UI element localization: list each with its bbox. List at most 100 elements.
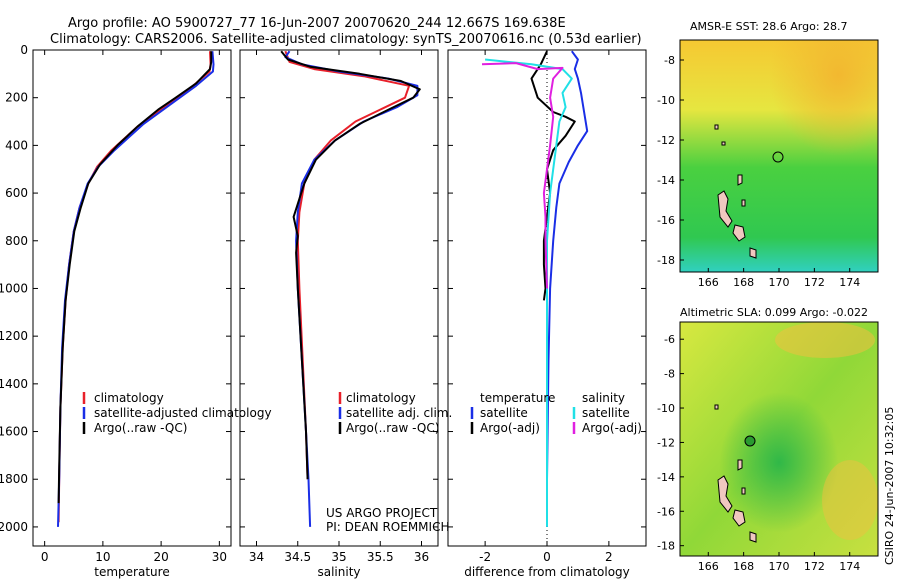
legend-argo-label: Argo(..raw -QC) — [346, 421, 439, 435]
y-tick-label: 600 — [5, 186, 28, 200]
island — [741, 487, 746, 495]
map-lat-tick-label: -12 — [657, 134, 675, 147]
side-timestamp: CSIRO 24-Jun-2007 10:32:05 — [883, 407, 896, 565]
map-lon-tick-label: 168 — [733, 560, 754, 573]
legend-temp-satellite-label: satellite — [480, 406, 528, 420]
x-tick-label: 0 — [41, 550, 49, 564]
sla-map-axis-ticks: 166 168 170 172 174 -6 -8 -10 -12 -14 -16 -18 — [657, 333, 860, 573]
sst-warm-patch — [680, 40, 878, 272]
island — [714, 404, 719, 410]
x-tick-label: 34.5 — [284, 550, 311, 564]
map-lat-tick-label: -10 — [657, 94, 675, 107]
y-tick-label: 1000 — [0, 281, 28, 295]
legend-argo-label: Argo(..raw -QC) — [94, 421, 187, 435]
x-axis-label: difference from climatology — [464, 565, 630, 579]
island — [732, 509, 746, 527]
map-lon-tick-label: 166 — [698, 560, 719, 573]
island — [749, 247, 757, 259]
map-lon-tick-label: 168 — [733, 276, 754, 289]
map-lon-tick-label: 172 — [804, 276, 825, 289]
sla-map-title: Altimetric SLA: 0.099 Argo: -0.022 — [680, 306, 868, 319]
map-lon-tick-label: 166 — [698, 276, 719, 289]
map-lon-tick-label: 170 — [769, 560, 790, 573]
map-lat-tick-label: -12 — [657, 436, 675, 449]
map-lat-tick-label: -16 — [657, 214, 675, 227]
island — [717, 190, 733, 228]
sst-map: AMSR-E SST: 28.6 Argo: 28.7 166 168 170 172… — [657, 20, 879, 289]
sla-high-patch — [775, 322, 875, 358]
island — [749, 531, 757, 543]
legend-climatology-label: climatology — [346, 391, 416, 405]
y-tick-label: 200 — [5, 91, 28, 105]
series-line-temp_satellite — [546, 50, 589, 527]
sst-argo-marker — [772, 151, 784, 163]
map-lon-tick-label: 174 — [839, 276, 860, 289]
x-tick-label: -2 — [479, 550, 491, 564]
island — [732, 224, 746, 242]
x-tick-label: 0 — [543, 550, 551, 564]
sla-high-patch — [822, 460, 878, 540]
map-lat-tick-label: -18 — [657, 540, 675, 553]
sla-argo-marker — [744, 435, 756, 447]
sst-map-title: AMSR-E SST: 28.6 Argo: 28.7 — [690, 20, 848, 33]
legend-satellite-label: satellite-adjusted climatology — [94, 406, 272, 420]
sst-map-axis-ticks: 166 168 170 172 174 -8 -10 -12 -14 -16 -18 — [657, 54, 860, 289]
annotation-project: US ARGO PROJECT — [326, 506, 438, 520]
x-tick-label: 35.5 — [367, 550, 394, 564]
y-tick-label: 1400 — [0, 377, 28, 391]
series-line-argo — [57, 51, 213, 504]
legend-climatology-label: climatology — [94, 391, 164, 405]
title-line-1: Argo profile: AO 5900727_77 16-Jun-2007 … — [68, 16, 566, 31]
legend-sal-argo-label: Argo(-adj) — [582, 421, 642, 435]
series-line-climatology — [284, 50, 411, 480]
series-line-sal_satellite — [484, 58, 573, 527]
x-axis-label: temperature — [94, 565, 169, 579]
annotation-pi: PI: DEAN ROEMMICH — [326, 520, 449, 534]
difference-legend: temperature satellite Argo(-adj) salinit… — [470, 391, 642, 435]
y-tick-label: 0 — [20, 43, 28, 57]
map-lat-tick-label: -10 — [657, 402, 675, 415]
island — [741, 199, 746, 207]
map-lat-tick-label: -14 — [657, 471, 675, 484]
legend-temperature-heading: temperature — [480, 391, 555, 405]
map-lon-tick-label: 174 — [839, 560, 860, 573]
y-tick-label: 1600 — [0, 425, 28, 439]
y-tick-label: 400 — [5, 138, 28, 152]
island — [714, 124, 719, 130]
salinity-axes-frame — [239, 49, 439, 547]
map-lat-tick-label: -8 — [664, 54, 675, 67]
salinity-panel: 34 34.5 35 35.5 36 salinity — [239, 49, 439, 579]
x-tick-label: 34 — [249, 550, 264, 564]
legend-sal-satellite-label: satellite — [582, 406, 630, 420]
title-line-2: Climatology: CARS2006. Satellite-adjuste… — [50, 32, 642, 47]
map-lon-tick-label: 170 — [769, 276, 790, 289]
x-tick-label: 35 — [331, 550, 346, 564]
x-tick-label: 2 — [605, 550, 613, 564]
y-tick-label: 2000 — [0, 520, 28, 534]
island — [717, 475, 733, 513]
y-tick-label: 800 — [5, 234, 28, 248]
legend-satellite-label: satellite adj. clim. — [346, 406, 452, 420]
temperature-axes-frame — [32, 49, 232, 547]
x-tick-label: 10 — [95, 550, 110, 564]
x-axis-label: salinity — [317, 565, 360, 579]
temperature-legend: climatology satellite-adjusted climatolo… — [82, 391, 272, 435]
sla-map: Altimetric SLA: 0.099 Argo: -0.022 166 16… — [657, 306, 879, 573]
series-line-sal_argo — [481, 62, 564, 289]
y-tick-label: 1200 — [0, 329, 28, 343]
island — [737, 459, 743, 471]
map-lat-tick-label: -6 — [664, 333, 675, 346]
x-tick-label: 30 — [212, 550, 227, 564]
map-lat-tick-label: -14 — [657, 174, 675, 187]
sla-islands — [714, 404, 757, 543]
series-line-temp_argo — [530, 50, 576, 301]
map-lat-tick-label: -8 — [664, 368, 675, 381]
x-tick-label: 36 — [414, 550, 429, 564]
map-lat-tick-label: -16 — [657, 505, 675, 518]
island — [737, 174, 743, 186]
salinity-legend: climatology satellite adj. clim. Argo(..… — [326, 391, 452, 534]
y-tick-label: 1800 — [0, 472, 28, 486]
series-line-argo — [280, 50, 421, 480]
